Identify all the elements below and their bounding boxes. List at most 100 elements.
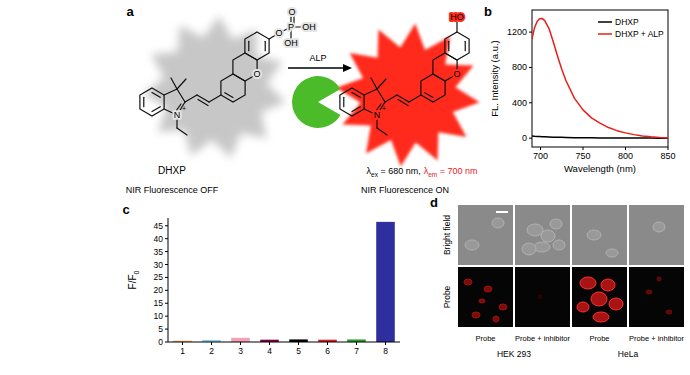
y-tick-label: 800 [512, 62, 527, 72]
y-tick [165, 277, 168, 278]
x-tick [625, 147, 626, 150]
cell [479, 299, 485, 303]
cell [541, 230, 555, 242]
bond [197, 95, 209, 102]
legend-label: DHXP + ALP [615, 29, 664, 39]
cell [492, 218, 504, 228]
ring [421, 74, 445, 102]
image-background [629, 267, 684, 327]
fluorescence-image [572, 267, 627, 327]
x-tick-label: 8 [383, 346, 388, 356]
y-tick-label: 400 [512, 98, 527, 108]
y-tick [165, 329, 168, 330]
cell [593, 312, 609, 322]
y-axis-label: FL. Intensity (a.u.) [489, 40, 500, 117]
x-axis-line [168, 342, 400, 343]
atom-label: P [288, 22, 294, 32]
legend-swatch [598, 33, 612, 35]
y-tick [529, 138, 532, 139]
y-tick-label: 10 [154, 311, 164, 321]
x-tick [298, 342, 299, 345]
atom-label: N [374, 110, 381, 120]
image-background [515, 267, 570, 327]
y-axis-line [168, 218, 169, 342]
fluorescence-image [458, 267, 513, 327]
cell [484, 286, 492, 292]
cell [465, 240, 479, 250]
y-tick-label: 20 [154, 285, 164, 295]
plot-area [173, 222, 395, 342]
image-background [458, 267, 513, 327]
bond [456, 22, 457, 32]
image-background [572, 205, 627, 265]
column-label: Probe + inhibitor [515, 334, 570, 343]
image-background [572, 267, 627, 327]
bond [385, 95, 397, 102]
y-tick-label: 5 [158, 324, 163, 334]
x-tick-label: 7 [354, 346, 359, 356]
x-tick-label: 6 [325, 346, 330, 356]
bright-field-image [458, 205, 513, 265]
reaction-arrow [288, 67, 344, 68]
bond [225, 93, 233, 98]
arrow-head [343, 64, 352, 72]
y-tick [165, 290, 168, 291]
cell [534, 242, 550, 252]
label-text: F/F [127, 274, 138, 289]
bright-field-image [572, 205, 627, 265]
bond [152, 93, 160, 98]
atom-label: HO [450, 12, 464, 22]
bond [164, 89, 177, 95]
cell [527, 224, 543, 236]
bond [377, 89, 385, 102]
y-tick-label: 30 [154, 260, 164, 270]
y-tick [165, 342, 168, 343]
atom-label: O [275, 28, 282, 38]
bond [143, 97, 144, 107]
bond [425, 93, 433, 98]
x-tick [327, 342, 328, 345]
x-tick-label: 5 [296, 346, 301, 356]
y-tick-label: 0 [158, 337, 163, 347]
bar [231, 338, 250, 342]
off-glow [143, 16, 285, 158]
plot-frame [532, 10, 668, 147]
cell [550, 219, 562, 229]
ring [221, 74, 245, 102]
x-tick-label: 750 [575, 151, 590, 161]
bond [198, 100, 208, 106]
cell [553, 240, 565, 250]
x-tick [356, 342, 357, 345]
cell [666, 310, 672, 314]
y-tick [165, 264, 168, 265]
fluorescence-image [515, 267, 570, 327]
cell [646, 290, 652, 294]
panel-label: d [430, 195, 438, 210]
cell [580, 277, 596, 289]
bond [177, 128, 187, 135]
y-tick [165, 303, 168, 304]
group-label: HEK 293 [497, 349, 531, 359]
y-tick-label: 35 [154, 247, 164, 257]
legend-label: DHXP [615, 17, 639, 27]
bond [398, 100, 408, 106]
product-structure: N+OHO [340, 12, 469, 135]
bond [352, 107, 360, 112]
cell [606, 249, 618, 257]
column-label: Probe [475, 334, 495, 343]
bond [171, 78, 177, 89]
bond [177, 89, 185, 102]
panel-label: b [484, 4, 492, 19]
cell [522, 243, 536, 255]
x-tick [269, 342, 270, 345]
cell [653, 222, 665, 232]
x-tick-label: 2 [209, 346, 214, 356]
bright-field-image [629, 205, 684, 265]
value-text: = 680 nm, [378, 166, 421, 176]
cell [577, 302, 589, 312]
wavelength-text: λex = 680 nm,λem = 700 nm [367, 166, 478, 178]
cell [538, 295, 542, 299]
x-tick-label: 4 [267, 346, 272, 356]
y-tick-label: 45 [154, 221, 164, 231]
product-state: NIR Fluorescence ON [361, 185, 449, 195]
